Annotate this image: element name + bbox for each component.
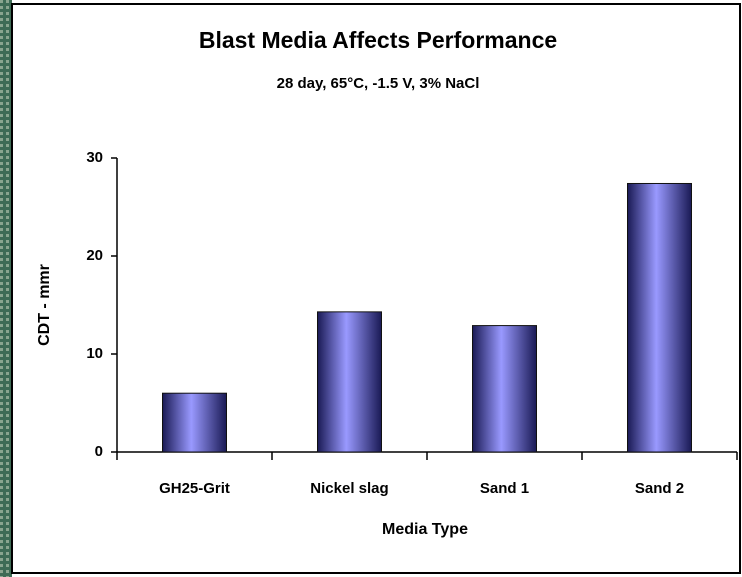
x-axis-label: Media Type xyxy=(382,521,468,538)
y-tick-label: 20 xyxy=(86,247,103,264)
bar xyxy=(472,325,537,453)
bar xyxy=(162,392,227,453)
chart-subtitle: 28 day, 65°C, -1.5 V, 3% NaCl xyxy=(277,75,480,92)
x-tick-label: Nickel slag xyxy=(310,480,388,497)
chart-title: Blast Media Affects Performance xyxy=(199,27,557,53)
y-tick-label: 0 xyxy=(95,443,103,460)
frame xyxy=(11,3,741,574)
bar xyxy=(627,182,692,453)
x-tick-label: GH25-Grit xyxy=(159,480,230,497)
y-tick-label: 10 xyxy=(86,345,103,362)
bar xyxy=(317,311,382,453)
left-strip xyxy=(0,0,12,577)
y-tick-label: 30 xyxy=(86,149,103,166)
y-axis-label: CDT - mmr xyxy=(36,264,53,346)
x-tick-label: Sand 2 xyxy=(635,480,684,497)
x-tick-label: Sand 1 xyxy=(480,480,529,497)
